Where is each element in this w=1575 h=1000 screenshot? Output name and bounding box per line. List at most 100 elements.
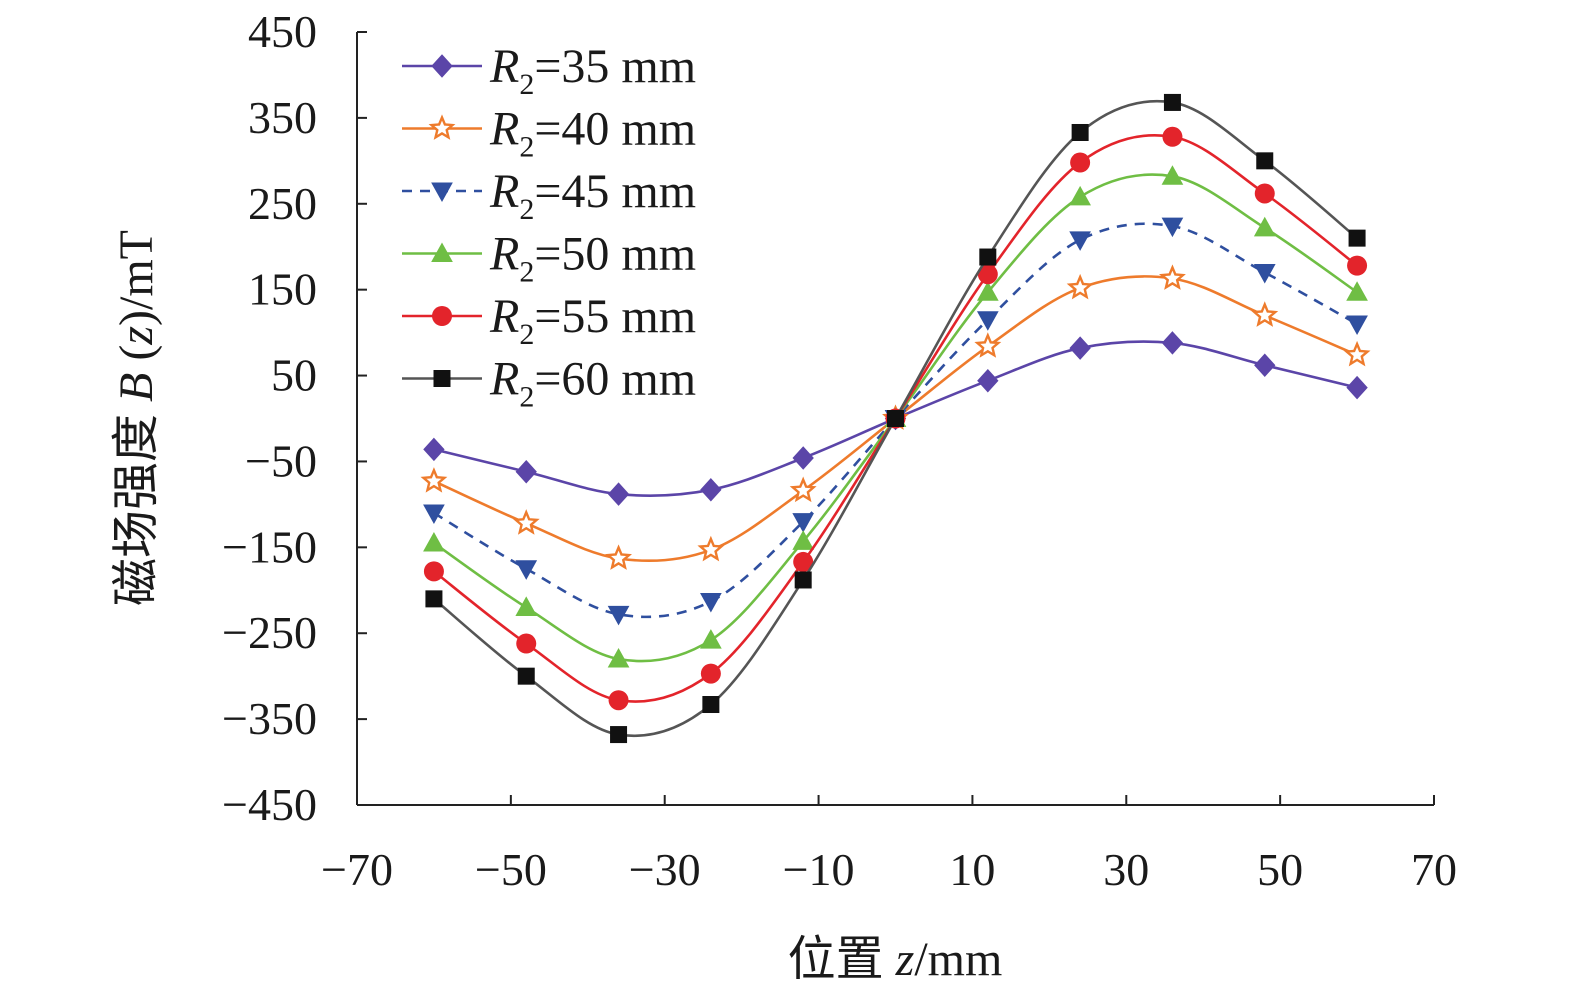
legend-marker <box>428 114 456 140</box>
data-point <box>1348 229 1366 247</box>
data-point <box>1162 126 1183 147</box>
data-point <box>1347 255 1368 276</box>
x-tick-label: 50 <box>1257 844 1303 895</box>
data-point <box>702 696 720 714</box>
y-tick-label: 150 <box>248 264 317 315</box>
data-point <box>607 647 630 668</box>
x-tick-label: −30 <box>629 844 701 895</box>
x-axis-title: 位置 z/mm <box>788 933 1003 986</box>
legend-item: R2=55 mm <box>402 290 696 351</box>
data-point <box>515 560 538 580</box>
legend-item: R2=35 mm <box>402 40 696 101</box>
y-tick-label: 350 <box>248 92 317 143</box>
data-point <box>1163 93 1181 111</box>
y-tick-label: −50 <box>245 435 317 486</box>
x-tick-label: 30 <box>1103 844 1149 895</box>
data-point <box>700 592 722 613</box>
data-point <box>1159 264 1186 290</box>
data-point <box>700 663 721 684</box>
data-point <box>423 532 445 552</box>
legend-label: R2=60 mm <box>489 353 696 414</box>
legend-marker <box>431 182 453 203</box>
data-point <box>1161 331 1184 355</box>
legend-label: R2=55 mm <box>489 290 696 351</box>
y-tick-label: 50 <box>271 350 317 401</box>
data-point <box>976 281 999 301</box>
x-tick-label: 10 <box>949 844 995 895</box>
data-point <box>977 264 998 285</box>
y-axis-title: 磁场强度 B (z)/mT <box>110 230 163 606</box>
data-point <box>1253 216 1276 237</box>
data-point <box>697 535 725 562</box>
series-60mm <box>425 93 1366 744</box>
y-tick-label: −350 <box>222 693 317 744</box>
legend-label: R2=40 mm <box>489 103 696 164</box>
data-point <box>979 248 997 266</box>
legend-item: R2=60 mm <box>402 353 696 414</box>
data-point <box>1346 315 1368 336</box>
data-point <box>792 446 814 470</box>
data-point <box>700 478 722 502</box>
data-point <box>976 311 999 331</box>
legend-item: R2=50 mm <box>402 228 696 289</box>
data-point <box>1071 123 1089 141</box>
data-point <box>977 368 999 393</box>
data-point <box>1254 353 1276 377</box>
data-point <box>1069 336 1091 360</box>
data-point <box>1254 183 1275 204</box>
data-point <box>793 551 814 572</box>
data-point <box>420 467 448 493</box>
x-tick-label: 70 <box>1411 844 1457 895</box>
data-point <box>607 482 630 506</box>
data-point <box>1346 281 1368 301</box>
data-point <box>974 332 1002 358</box>
x-tick-label: −50 <box>475 844 547 895</box>
data-point <box>1161 217 1184 238</box>
legend-marker <box>433 370 451 387</box>
y-tick-label: 450 <box>248 6 317 57</box>
data-point <box>605 544 632 570</box>
y-tick-label: −150 <box>222 521 317 572</box>
data-point <box>607 605 630 626</box>
data-point <box>517 667 535 685</box>
data-point <box>515 460 537 484</box>
data-point <box>792 513 815 533</box>
data-point <box>1251 301 1279 327</box>
x-tick-label: −10 <box>783 844 855 895</box>
series-layer <box>420 93 1371 744</box>
data-point <box>887 410 904 427</box>
data-point <box>792 530 815 550</box>
data-point <box>1161 165 1184 185</box>
data-point <box>610 726 628 744</box>
x-tick-label: −70 <box>321 844 393 895</box>
data-point <box>1070 152 1091 173</box>
data-point <box>423 561 444 582</box>
data-point <box>515 596 538 616</box>
legend-label: R2=35 mm <box>489 40 696 101</box>
data-point <box>789 476 817 503</box>
data-point <box>512 509 540 535</box>
data-point <box>1343 340 1371 367</box>
data-point <box>608 690 629 711</box>
data-point <box>516 633 537 654</box>
axes: 450 350 250 150 50 −50 −150 −250 −350 −450−70 −50 −… <box>222 6 1457 895</box>
data-point <box>1069 231 1091 251</box>
data-point <box>1069 185 1091 206</box>
data-point <box>1256 152 1274 170</box>
data-point <box>1253 263 1276 284</box>
y-tick-label: −250 <box>222 607 317 658</box>
data-point <box>794 571 812 589</box>
y-tick-label: −450 <box>222 779 317 830</box>
y-tick-label: 250 <box>248 178 317 229</box>
legend-label: R2=45 mm <box>489 165 696 226</box>
data-point <box>423 437 445 462</box>
data-point <box>1346 375 1368 400</box>
legend-marker <box>431 54 453 78</box>
legend-item: R2=45 mm <box>402 165 696 226</box>
legend-label: R2=50 mm <box>489 228 696 289</box>
data-point <box>1066 273 1094 300</box>
data-point <box>700 629 722 649</box>
legend-item: R2=40 mm <box>402 103 696 164</box>
